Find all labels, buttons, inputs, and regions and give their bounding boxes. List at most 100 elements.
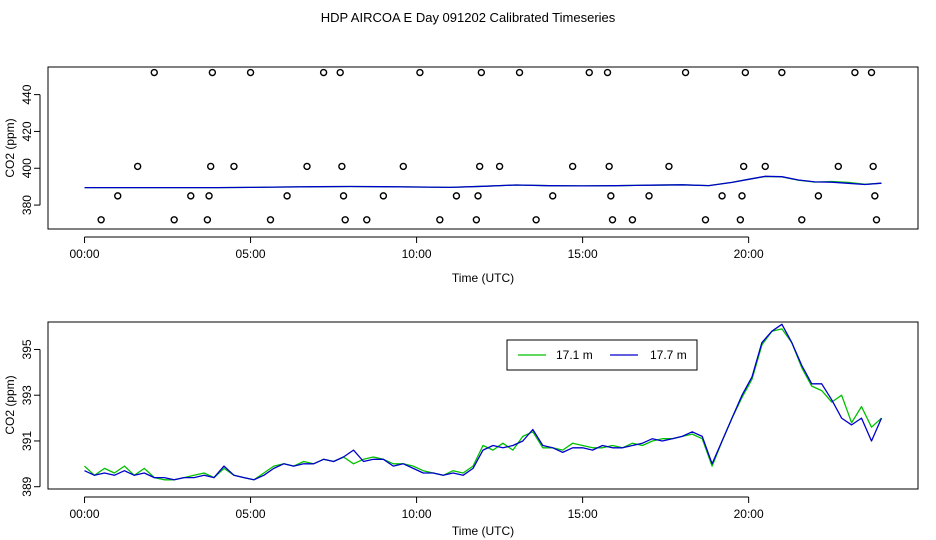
y-tick-label: 380 [20, 195, 34, 215]
x-tick-label: 00:00 [70, 247, 100, 261]
open-circle-marker [738, 192, 746, 200]
open-circle-marker [363, 216, 371, 224]
panel-1-xlabel: Time (UTC) [452, 271, 514, 285]
x-tick-label: 05:00 [236, 507, 266, 521]
panel-1-frame [47, 66, 919, 230]
open-circle-marker [549, 192, 557, 200]
panel-2-series [84, 323, 883, 481]
open-circle-marker [608, 216, 617, 224]
open-circle-marker [246, 68, 255, 77]
open-circle-marker [452, 192, 461, 200]
panel-1-ylabel: CO2 (ppm) [3, 118, 17, 177]
open-circle-marker [851, 68, 859, 77]
open-circle-marker [665, 162, 673, 171]
y-tick-label: 391 [20, 431, 34, 451]
open-circle-marker [872, 216, 881, 224]
legend: 17.1 m 17.7 m [506, 339, 698, 371]
open-circle-marker [761, 162, 769, 171]
open-circle-marker [475, 162, 484, 171]
panel-1-markers [97, 68, 881, 224]
open-circle-marker [814, 192, 823, 200]
open-circle-marker [607, 192, 615, 200]
open-circle-marker [133, 162, 142, 171]
open-circle-marker [203, 216, 212, 224]
x-tick-label: 20:00 [734, 507, 764, 521]
open-circle-marker [477, 68, 486, 77]
open-circle-marker [338, 162, 346, 171]
x-tick-label: 20:00 [734, 247, 764, 261]
panel-1-series-line-2 [84, 175, 882, 189]
open-circle-marker [208, 68, 217, 77]
panel-2-series-line-2 [84, 323, 883, 481]
panel-2-series-line-1 [84, 328, 882, 481]
open-circle-marker [303, 162, 311, 171]
open-circle-marker [339, 192, 348, 200]
figure-title: HDP AIRCOA E Day 091202 Calibrated Times… [321, 10, 616, 25]
open-circle-marker [568, 162, 577, 171]
panel-2-xlabel: Time (UTC) [452, 524, 514, 538]
panel-2-frame [47, 321, 919, 490]
y-tick-label: 395 [20, 339, 34, 359]
x-tick-label: 10:00 [402, 507, 432, 521]
y-tick-label: 400 [20, 158, 34, 178]
panel-1-y-ticks: 380 400 420 440 [20, 84, 41, 215]
open-circle-marker [867, 68, 876, 77]
open-circle-marker [495, 162, 504, 171]
open-circle-marker [399, 162, 408, 171]
panel-2-x-ticks: 00:00 05:00 10:00 15:00 20:00 [70, 496, 764, 521]
panel-1: 00:00 05:00 10:00 15:00 20:00 380 400 420 440 T… [3, 66, 919, 285]
x-tick-label: 00:00 [70, 507, 100, 521]
open-circle-marker [741, 68, 750, 77]
open-circle-marker [341, 216, 349, 224]
open-circle-marker [869, 162, 877, 171]
x-tick-label: 15:00 [568, 247, 598, 261]
open-circle-marker [207, 162, 215, 171]
open-circle-marker [603, 68, 612, 77]
y-tick-label: 420 [20, 121, 34, 141]
open-circle-marker [701, 216, 710, 224]
x-tick-label: 10:00 [402, 247, 432, 261]
open-circle-marker [778, 68, 786, 77]
open-circle-marker [834, 162, 843, 171]
open-circle-marker [97, 216, 105, 224]
open-circle-marker [436, 216, 444, 224]
y-tick-label: 389 [20, 476, 34, 496]
open-circle-marker [736, 216, 745, 224]
open-circle-marker [739, 162, 748, 171]
legend-label-17-7m: 17.7 m [650, 348, 687, 362]
open-circle-marker [266, 216, 275, 224]
legend-label-17-1m: 17.1 m [556, 348, 593, 362]
open-circle-marker [474, 192, 482, 200]
open-circle-marker [645, 192, 653, 200]
open-circle-marker [150, 68, 158, 77]
x-tick-label: 05:00 [236, 247, 266, 261]
y-tick-label: 393 [20, 385, 34, 405]
panel-2-ylabel: CO2 (ppm) [3, 375, 17, 434]
open-circle-marker [681, 68, 690, 77]
open-circle-marker [319, 68, 328, 77]
open-circle-marker [114, 192, 122, 200]
y-tick-label: 440 [20, 84, 34, 104]
open-circle-marker [283, 192, 291, 200]
open-circle-marker [605, 162, 613, 171]
open-circle-marker [379, 192, 388, 200]
open-circle-marker [416, 68, 424, 77]
panel-2: 00:00 05:00 10:00 15:00 20:00 389 391 393 395 T… [3, 321, 919, 538]
panel-2-y-ticks: 389 391 393 395 [20, 339, 41, 497]
open-circle-marker [187, 192, 195, 200]
open-circle-marker [205, 192, 213, 200]
open-circle-marker [472, 216, 481, 224]
panel-1-x-ticks: 00:00 05:00 10:00 15:00 20:00 [70, 236, 764, 261]
open-circle-marker [798, 216, 806, 224]
open-circle-marker [871, 192, 879, 200]
open-circle-marker [336, 68, 344, 77]
open-circle-marker [515, 68, 524, 77]
x-tick-label: 15:00 [568, 507, 598, 521]
open-circle-marker [230, 162, 238, 171]
open-circle-marker [585, 68, 593, 77]
panel-1-series [84, 175, 882, 189]
open-circle-marker [628, 216, 637, 224]
open-circle-marker [170, 216, 178, 224]
open-circle-marker [532, 216, 540, 224]
